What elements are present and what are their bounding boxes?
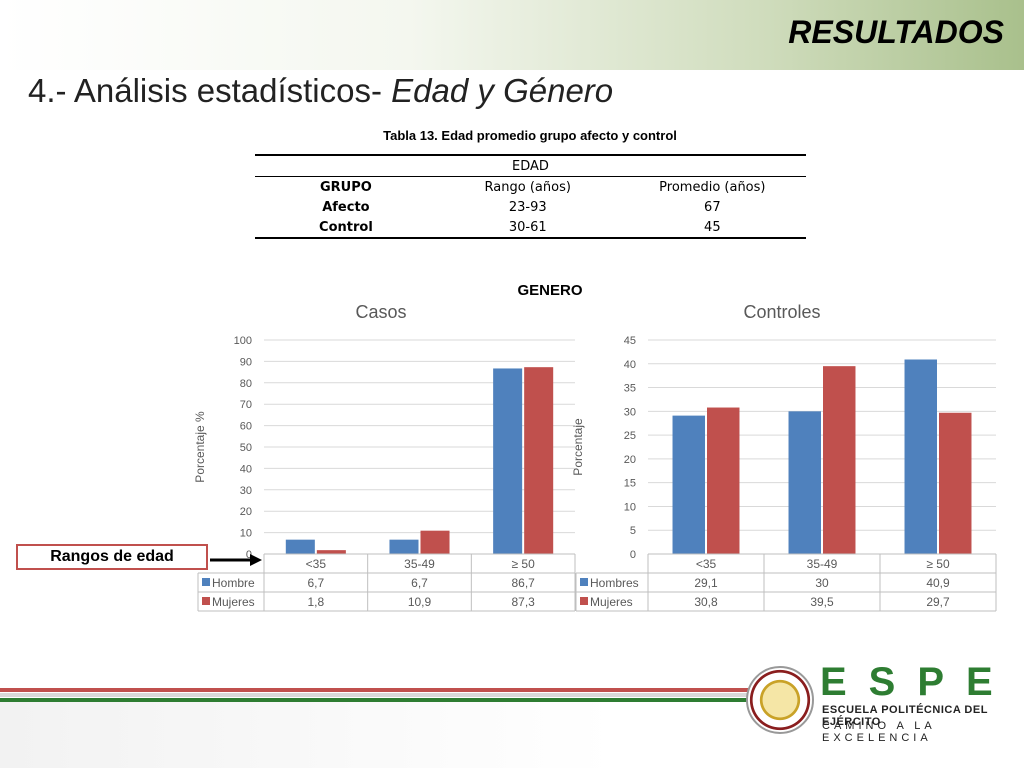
legend-entry: Mujeres — [212, 595, 255, 609]
y-tick-label: 70 — [240, 399, 252, 411]
data-label: 30,8 — [694, 595, 718, 609]
data-label: 6,7 — [307, 576, 324, 590]
y-tick-label: 0 — [246, 549, 252, 561]
y-tick-label: 20 — [624, 454, 636, 466]
age-range-label: Rangos de edad — [16, 544, 208, 570]
table-cell: Control — [255, 217, 437, 239]
data-label: 6,7 — [411, 576, 428, 590]
footer-stripe — [0, 688, 760, 702]
school-seal-icon — [746, 666, 814, 734]
y-tick-label: 10 — [624, 501, 636, 513]
footer-band — [0, 702, 1024, 768]
data-label: 40,9 — [926, 576, 950, 590]
y-axis-label: Porcentaje % — [193, 411, 207, 483]
table-cell: 45 — [618, 217, 806, 239]
y-tick-label: 0 — [630, 549, 636, 561]
table-group-header-row: EDAD — [255, 154, 806, 177]
genero-label: GENERO — [517, 282, 583, 299]
data-label: 39,5 — [810, 595, 834, 609]
y-tick-label: 20 — [240, 506, 252, 518]
x-tick-label: ≥ 50 — [926, 557, 950, 571]
bar-hombres-1 — [788, 411, 821, 554]
bar-mujeres-2 — [524, 367, 554, 554]
data-label: 30 — [815, 576, 829, 590]
y-tick-label: 10 — [240, 528, 252, 540]
table-cell: 67 — [704, 199, 721, 215]
bar-hombre-1 — [389, 539, 419, 554]
table-row: Control 30-61 45 — [255, 217, 806, 239]
y-tick-label: 45 — [624, 335, 636, 347]
table-header-cell: Rango (años) — [484, 179, 571, 195]
y-tick-label: 40 — [624, 359, 636, 371]
slide-title: 4.- Análisis estadísticos- Edad y Género — [28, 72, 613, 110]
y-tick-label: 30 — [624, 406, 636, 418]
table-group-header: EDAD — [255, 154, 806, 177]
legend-swatch — [202, 578, 210, 586]
legend-entry: Mujeres — [590, 595, 633, 609]
bar-hombre-2 — [493, 368, 523, 554]
table-cell: 23-93 — [508, 199, 547, 215]
chart-title: Casos — [355, 302, 406, 322]
x-tick-label: ≥ 50 — [512, 557, 536, 571]
x-tick-label: 35-49 — [807, 557, 838, 571]
bar-mujeres-0 — [707, 407, 740, 554]
data-label: 29,1 — [694, 576, 718, 590]
legend-swatch — [580, 578, 588, 586]
header-band — [0, 0, 1024, 70]
y-tick-label: 60 — [240, 421, 252, 433]
age-table: EDAD GRUPO Rango (años) Promedio (años) … — [255, 154, 806, 239]
y-axis-label: Porcentaje — [571, 418, 585, 476]
table-cell: 30-61 — [436, 217, 619, 239]
y-tick-label: 25 — [624, 430, 636, 442]
slide-heading: RESULTADOS — [788, 14, 1004, 50]
bar-mujeres-1 — [420, 530, 450, 554]
legend-entry: Hombres — [590, 576, 639, 590]
bar-mujeres-0 — [316, 550, 346, 554]
y-tick-label: 50 — [240, 442, 252, 454]
legend-swatch — [202, 597, 210, 605]
table-header-cell: GRUPO — [320, 179, 372, 195]
brand-logo: ESPE — [820, 660, 1015, 704]
x-tick-label: <35 — [696, 557, 717, 571]
y-tick-label: 5 — [630, 525, 636, 537]
slide-title-prefix: 4.- Análisis estadísticos- — [28, 72, 392, 109]
bar-hombres-0 — [672, 415, 705, 554]
brand-subtitle: ESCUELA POLITÉCNICA DEL EJÉRCITO — [822, 704, 988, 728]
arrow-icon — [210, 554, 262, 566]
y-tick-label: 90 — [240, 356, 252, 368]
data-label: 29,7 — [926, 595, 950, 609]
y-tick-label: 100 — [234, 335, 252, 347]
table-cell: Afecto — [322, 199, 370, 215]
table-header-cell: Promedio (años) — [659, 179, 766, 195]
slide-title-italic: Edad y Género — [391, 72, 614, 109]
data-label: 10,9 — [408, 595, 432, 609]
y-tick-label: 40 — [240, 463, 252, 475]
bar-hombres-2 — [904, 359, 937, 554]
bar-mujeres-2 — [939, 412, 972, 554]
data-label: 1,8 — [307, 595, 324, 609]
legend-swatch — [580, 597, 588, 605]
legend-entry: Hombre — [212, 576, 255, 590]
y-tick-label: 35 — [624, 383, 636, 395]
table-row: Afecto 23-93 67 — [255, 197, 806, 217]
bar-mujeres-1 — [823, 366, 856, 554]
y-tick-label: 30 — [240, 485, 252, 497]
data-label: 86,7 — [511, 576, 535, 590]
brand-motto: CAMINO A LA EXCELENCIA — [822, 720, 936, 744]
x-tick-label: <35 — [306, 557, 327, 571]
table-caption: Tabla 13. Edad promedio grupo afecto y c… — [383, 128, 677, 143]
bar-hombre-0 — [285, 539, 315, 554]
x-tick-label: 35-49 — [404, 557, 435, 571]
table-header-row: GRUPO Rango (años) Promedio (años) — [255, 177, 806, 198]
chart-title: Controles — [743, 302, 820, 322]
y-tick-label: 15 — [624, 478, 636, 490]
y-tick-label: 80 — [240, 378, 252, 390]
data-label: 87,3 — [511, 595, 535, 609]
